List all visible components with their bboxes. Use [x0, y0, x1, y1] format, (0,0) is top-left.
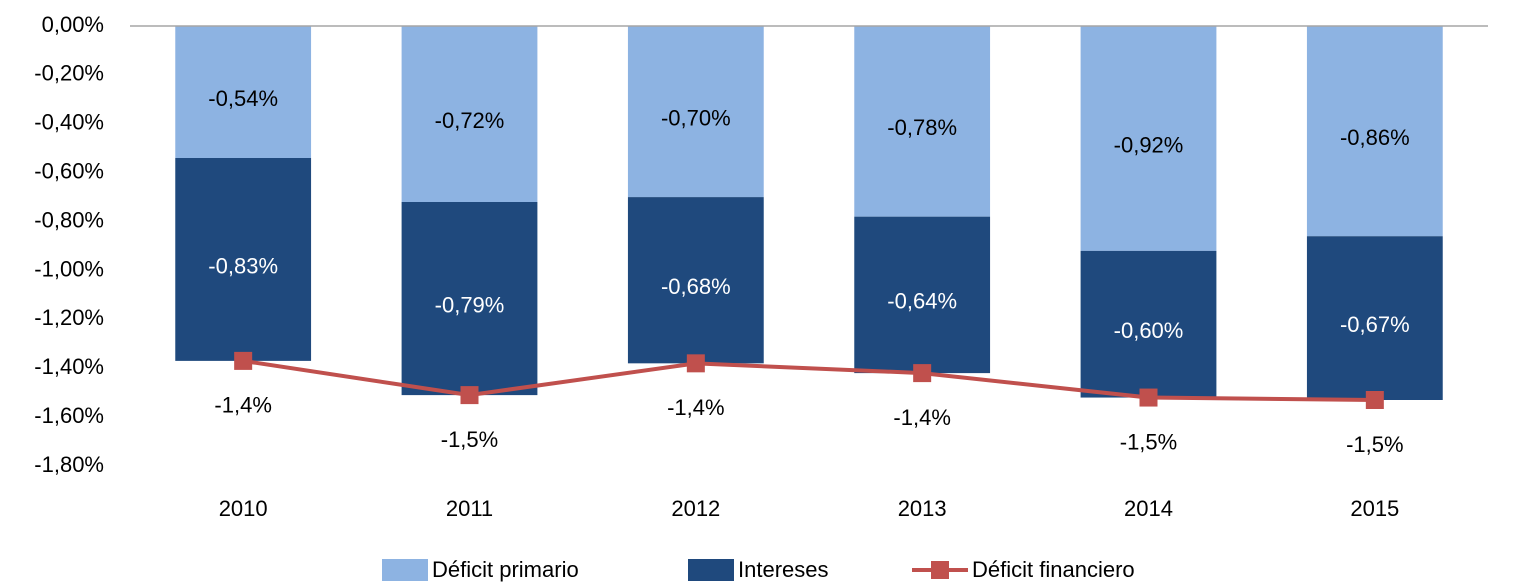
value-label: -0,64% [887, 289, 957, 314]
line-marker [913, 364, 932, 383]
value-label: -0,54% [208, 86, 278, 111]
y-tick-label: -1,60% [34, 403, 104, 428]
legend-label: Déficit primario [432, 557, 579, 582]
value-label: -0,68% [661, 274, 731, 299]
value-label: -0,72% [435, 108, 505, 133]
value-label: -0,83% [208, 253, 278, 278]
line-marker [686, 354, 705, 373]
bar [1080, 26, 1217, 251]
y-tick-label: -1,80% [34, 452, 104, 477]
value-label: -0,67% [1340, 312, 1410, 337]
y-tick-label: 0,00% [42, 12, 104, 37]
value-label: -0,70% [661, 105, 731, 130]
bar [401, 26, 538, 202]
value-label: -1,4% [667, 395, 724, 420]
bar [175, 158, 312, 361]
line-marker [460, 386, 479, 405]
legend-swatch [931, 561, 949, 579]
value-label: -1,5% [441, 427, 498, 452]
x-tick-label: 2013 [898, 496, 947, 521]
bar [1306, 236, 1443, 400]
legend-label: Intereses [738, 557, 829, 582]
y-tick-label: -0,20% [34, 61, 104, 86]
bar [627, 197, 764, 364]
bar [1306, 26, 1443, 237]
value-label: -0,60% [1114, 318, 1184, 343]
value-label: -1,4% [214, 393, 271, 418]
value-label: -0,86% [1340, 125, 1410, 150]
y-tick-label: -0,60% [34, 158, 104, 183]
line-marker [1139, 388, 1158, 407]
value-label: -0,79% [435, 292, 505, 317]
y-tick-label: -1,40% [34, 354, 104, 379]
x-tick-label: 2011 [446, 496, 493, 521]
value-label: -0,92% [1114, 132, 1184, 157]
bar [854, 26, 991, 217]
bar [1080, 250, 1217, 398]
bar [854, 216, 991, 374]
value-label: -1,5% [1120, 429, 1177, 454]
bar [627, 26, 764, 198]
x-tick-label: 2012 [671, 496, 720, 521]
x-tick-label: 2010 [219, 496, 268, 521]
value-label: -0,78% [887, 115, 957, 140]
y-tick-label: -0,40% [34, 110, 104, 135]
x-tick-label: 2014 [1124, 496, 1173, 521]
line [242, 358, 1375, 402]
x-tick-label: 2015 [1350, 496, 1399, 521]
legend-swatch [382, 559, 428, 581]
legend-swatch [688, 559, 734, 581]
bar [401, 202, 538, 396]
line-marker [234, 351, 253, 370]
y-tick-label: -0,80% [34, 207, 104, 232]
y-tick-label: -1,00% [34, 256, 104, 281]
bar [175, 26, 312, 158]
value-label: -1,5% [1346, 432, 1403, 457]
y-tick-label: -1,20% [34, 305, 104, 330]
legend-label: Déficit financiero [972, 557, 1135, 582]
line-marker [1365, 391, 1384, 409]
value-label: -1,4% [893, 405, 950, 430]
